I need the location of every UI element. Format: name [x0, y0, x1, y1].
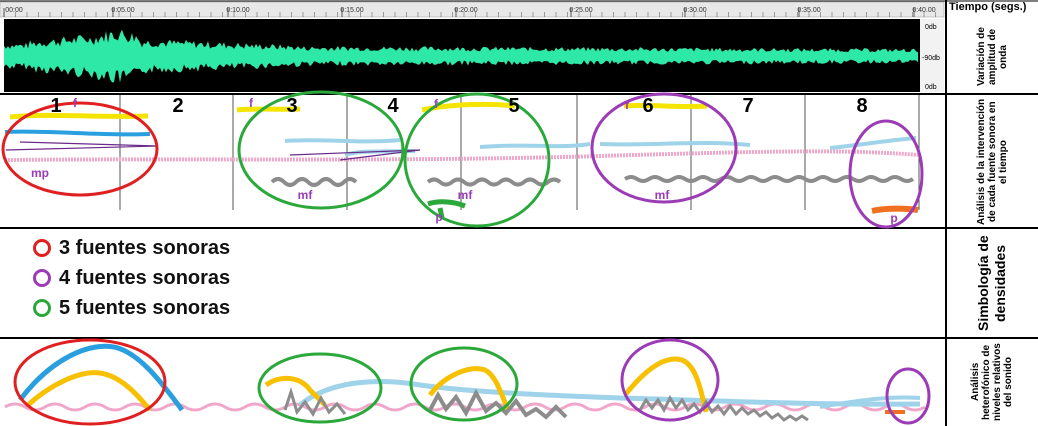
dynamic-marking: f [249, 96, 254, 110]
green-source-5 [427, 199, 466, 219]
gray-level-3 [283, 387, 347, 417]
dynamics-markings: f mp f mf f p mf f mf p [31, 96, 898, 225]
gray-source-3 [270, 177, 358, 187]
yellow-level-6 [623, 356, 709, 413]
waveform-panel: 0db -90db 0db [4, 19, 944, 92]
ellipse-purple-section-8 [848, 119, 924, 229]
row-label-intervention: Análisis de la intervención de cada fuen… [947, 95, 1037, 228]
time-ruler: 00:00 0:05.00 0:10.00 0:15.00 0:20.00 0:25.00… [0, 1, 945, 18]
section-number-8: 8 [856, 95, 867, 117]
ellipse-purple-section-6 [590, 92, 738, 204]
section-numbers: 1 2 3 4 5 6 7 8 [50, 95, 867, 117]
legend-item-3-sources: 3 fuentes sonoras [33, 236, 230, 260]
dynamic-marking: f [434, 97, 439, 111]
section-dividers [119, 95, 920, 210]
het-ellipse-green-5 [409, 346, 519, 422]
row-label-amplitude: Variación de amplitud de onda [947, 20, 1037, 94]
intervention-panel [4, 101, 921, 219]
dynamic-marking: f [73, 96, 78, 110]
legend-label: 4 fuentes sonoras [59, 266, 231, 289]
het-ellipse-purple-8 [885, 367, 931, 425]
red-circle-icon [33, 239, 51, 257]
lightblue-source-3 [284, 138, 401, 144]
dynamic-marking: f [625, 98, 630, 112]
legend-label: 3 fuentes sonoras [59, 236, 231, 259]
db-label-mid: -90db [922, 55, 940, 62]
ruler-label: 0:25.00 [569, 7, 592, 14]
time-axis-title: Tiempo (segs.) [949, 1, 1027, 13]
section-number-4: 4 [387, 95, 399, 117]
gray-source-5 [426, 177, 562, 187]
ruler-label: 0:40.00 [912, 7, 935, 14]
green-circle-icon [33, 299, 51, 317]
lightblue-source-6 [599, 140, 751, 147]
yellow-source-1 [9, 112, 149, 120]
ruler-label: 0:30.00 [683, 7, 706, 14]
ruler-label: 0:35.00 [797, 7, 820, 14]
purple-wedge-1 [5, 141, 159, 151]
blue-source-1 [4, 129, 151, 137]
purple-circle-icon [33, 269, 51, 287]
gray-source-6 [623, 175, 915, 183]
ruler-label: 0:05.00 [111, 7, 134, 14]
ruler-minor-ticks [3, 12, 936, 17]
ruler-label: 0:15.00 [340, 7, 363, 14]
ruler-label: 0:10.00 [226, 7, 249, 14]
section-number-1: 1 [50, 95, 61, 117]
gray-level-6 [638, 394, 809, 422]
row-label-heterophonic-text: Análisis heterofónico de niveles relativ… [970, 343, 1014, 421]
orange-source-8 [871, 205, 919, 214]
legend-label: 5 fuentes sonoras [59, 296, 231, 319]
row-label-intervention-text: Análisis de la intervención de cada fuen… [975, 98, 1009, 225]
dynamic-marking: mf [458, 188, 474, 202]
ruler-label: 00:00 [5, 7, 23, 14]
yellow-level-1 [26, 370, 152, 412]
dynamic-marking: mf [298, 188, 314, 202]
heterophonic-panel [4, 338, 931, 426]
row-label-symbology-text: Simbología de densidades [975, 235, 1008, 331]
section-number-7: 7 [742, 95, 753, 117]
db-label-top: 0db [925, 24, 937, 31]
yellow-source-6 [623, 102, 708, 110]
yellow-source-3 [236, 106, 301, 113]
dynamic-marking: p [890, 211, 897, 225]
purple-wedge-4 [289, 149, 421, 161]
gray-level-5 [428, 388, 568, 420]
ruler-labels: 00:00 0:05.00 0:10.00 0:15.00 0:20.00 0:25.00… [3, 7, 936, 17]
pink-source-line [4, 149, 921, 162]
row-label-symbology: Simbología de densidades [947, 229, 1037, 337]
section-number-3: 3 [286, 95, 297, 117]
waveform [4, 29, 918, 83]
dynamic-marking: p [435, 210, 442, 224]
het-ellipse-green-3 [257, 352, 383, 424]
dynamic-marking: mf [655, 188, 671, 202]
dynamic-marking: mp [31, 166, 49, 180]
legend-item-4-sources: 4 fuentes sonoras [33, 266, 230, 290]
db-label-bottom: 0db [925, 84, 937, 91]
row-label-heterophonic: Análisis heterofónico de niveles relativ… [947, 339, 1037, 425]
intervention-density-ellipses [1, 90, 924, 229]
row-label-amplitude-text: Variación de amplitud de onda [975, 27, 1009, 87]
lightblue-level-8 [819, 395, 921, 409]
lightblue-source-8 [829, 136, 917, 150]
ellipse-green-section-5 [403, 92, 551, 228]
yellow-level-5 [428, 366, 511, 411]
ellipse-red-section-1 [1, 101, 159, 197]
blue-level-1 [18, 343, 185, 412]
lightblue-source-5 [479, 142, 591, 149]
section-number-6: 6 [642, 95, 653, 117]
section-number-5: 5 [508, 95, 519, 117]
legend-item-5-sources: 5 fuentes sonoras [33, 296, 230, 320]
ellipse-green-section-3 [237, 90, 405, 210]
het-ellipse-red-1 [13, 338, 167, 426]
ruler-label: 0:20.00 [454, 7, 477, 14]
section-number-2: 2 [172, 95, 183, 117]
yellow-level-3 [264, 375, 327, 407]
lightblue-level-3 [298, 379, 921, 407]
het-ellipse-purple-6 [620, 338, 720, 422]
